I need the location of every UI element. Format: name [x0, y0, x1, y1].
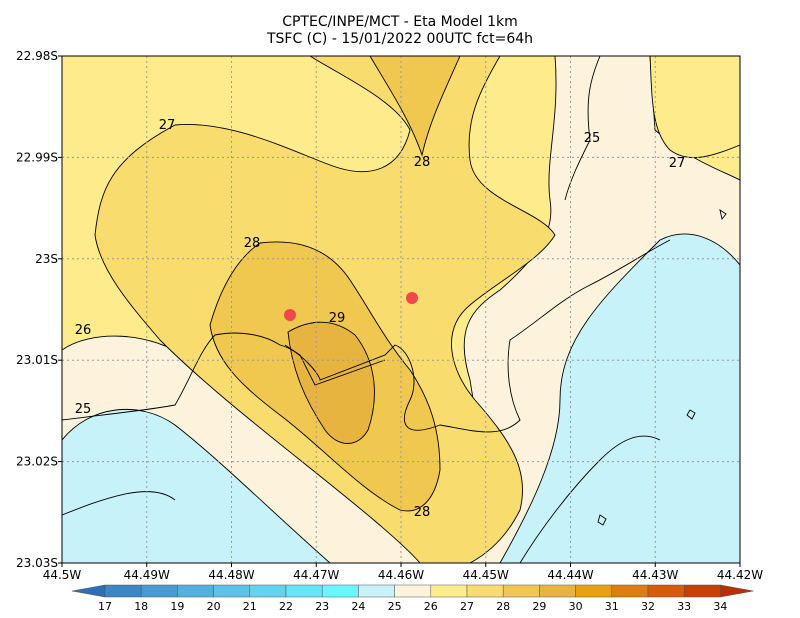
colorbar-label: 19: [170, 600, 184, 613]
contour-label: 27: [669, 156, 686, 171]
y-tick-label: 22.98S: [16, 49, 58, 63]
contour-label: 28: [244, 236, 261, 251]
band-26-27: [649, 56, 740, 159]
x-tick-label: 44.5W: [43, 568, 82, 582]
colorbar-label: 33: [677, 600, 691, 613]
colorbar-segment: [466, 584, 504, 598]
band-29-30: [287, 321, 375, 444]
contour-labels: 27 28 25 27 28 29 26 25 28: [75, 118, 686, 520]
y-tick-label: 22.99S: [16, 150, 58, 164]
colorbar-label: 30: [569, 600, 583, 613]
contour-label: 25: [584, 131, 601, 146]
colorbar-segment: [539, 584, 576, 598]
colorbar-label: 31: [605, 600, 619, 613]
colorbar-segment: [502, 584, 540, 598]
colorbar-label: 20: [207, 600, 221, 613]
colorbar-segment: [430, 584, 468, 598]
colorbar-segment: [358, 584, 395, 598]
colorbar-label: 21: [243, 600, 257, 613]
contour-label: 25: [75, 402, 92, 417]
colorbar-segment: [249, 584, 287, 598]
contour-label: 27: [159, 118, 176, 133]
contour-label: 29: [329, 311, 346, 326]
colorbar-label: 25: [388, 600, 402, 613]
colorbar-label: 22: [279, 600, 293, 613]
x-tick-label: 44.44W: [547, 568, 593, 582]
y-tick-label: 23.03S: [16, 556, 58, 570]
colorbar-segment: [611, 584, 649, 598]
colorbar-segment: [140, 584, 178, 598]
colorbar-label: 26: [424, 600, 438, 613]
colorbar-segment: [321, 584, 359, 598]
colorbar-label: 28: [496, 600, 510, 613]
x-tick-label: 44.48W: [208, 568, 254, 582]
title-line1: CPTEC/INPE/MCT - Eta Model 1km: [282, 14, 518, 30]
colorbar: 17 18 19 20 21 22 23 24 25 26 27 28 29 30 31 32 33 34: [71, 584, 754, 613]
band-24-25: [62, 408, 331, 563]
grid: [62, 56, 740, 563]
colorbar-segment: [575, 584, 613, 598]
colorbar-segment: [213, 584, 251, 598]
x-tick-label: 44.42W: [717, 568, 763, 582]
location-marker: [406, 292, 418, 304]
colorbar-arrow: [720, 584, 754, 598]
x-tick-label: 44.47W: [293, 568, 339, 582]
contour-label: 28: [414, 505, 431, 520]
colorbar-segment: [683, 584, 721, 598]
colorbar-label: 29: [532, 600, 546, 613]
temperature-field: 27 28 25 27 28 29 26 25 28: [62, 56, 740, 563]
location-marker: [284, 309, 296, 321]
colorbar-label: 24: [351, 600, 365, 613]
y-tick-label: 23.01S: [16, 353, 58, 367]
y-tick-label: 23.02S: [16, 455, 58, 469]
colorbar-label: 18: [134, 600, 148, 613]
colorbar-arrow: [71, 584, 106, 598]
colorbar-segment: [647, 584, 685, 598]
band-24-25: [499, 233, 740, 563]
colorbar-label: 17: [98, 600, 112, 613]
colorbar-label: 34: [713, 600, 727, 613]
contour-label: 26: [75, 323, 92, 338]
x-tick-label: 44.45W: [463, 568, 509, 582]
contour-label: 28: [414, 155, 431, 170]
y-tick-label: 23S: [35, 252, 58, 266]
title-line2: TSFC (C) - 15/01/2022 00UTC fct=64h: [266, 31, 533, 47]
colorbar-segment: [285, 584, 323, 598]
band-28-29: [369, 56, 461, 157]
x-tick-label: 44.46W: [378, 568, 424, 582]
colorbar-segment: [177, 584, 214, 598]
colorbar-label: 32: [641, 600, 655, 613]
colorbar-label: 23: [315, 600, 329, 613]
x-tick-label: 44.49W: [124, 568, 170, 582]
x-tick-label: 44.43W: [632, 568, 678, 582]
colorbar-segment: [104, 584, 142, 598]
colorbar-label: 27: [460, 600, 474, 613]
colorbar-segment: [394, 584, 432, 598]
